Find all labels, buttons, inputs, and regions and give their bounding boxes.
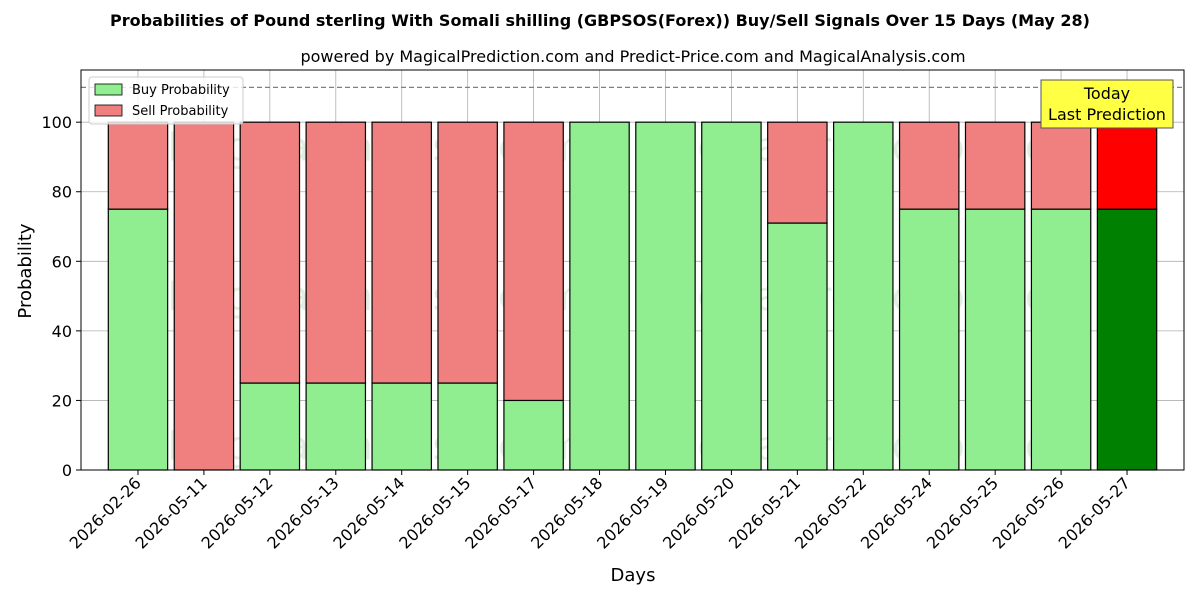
legend-label-buy: Buy Probability <box>132 83 230 98</box>
bar-sell-2026-05-27 <box>1096 121 1158 210</box>
bar-buy-2026-05-21 <box>767 222 828 471</box>
x-axis-label: Days <box>611 565 656 586</box>
bar-buy-2026-05-15 <box>437 382 498 471</box>
today-annotation-line1: Today <box>1083 84 1130 103</box>
bar-sell-2026-05-13 <box>305 121 367 384</box>
bar-sell-2026-05-15 <box>437 121 498 384</box>
plot-area: MagicalAnalysis.comMagicalPrediction.com… <box>41 69 1185 553</box>
today-annotation-line2: Last Prediction <box>1048 105 1166 124</box>
chart-subtitle: powered by MagicalPrediction.com and Pre… <box>300 47 965 66</box>
bar-sell-2026-05-17 <box>503 121 564 402</box>
legend-box <box>88 76 244 125</box>
bar-buy-2026-05-22 <box>833 121 894 471</box>
legend-swatch-buy <box>94 83 123 96</box>
bar-buy-2026-05-20 <box>701 121 762 471</box>
legend: Buy Probability Sell Probability <box>88 76 244 125</box>
bar-buy-2026-05-14 <box>371 382 432 471</box>
bar-buy-2026-05-26 <box>1030 208 1092 471</box>
today-annotation: Today Last Prediction <box>1040 79 1174 129</box>
axes-frame <box>80 69 1185 471</box>
bar-buy-2026-02-26 <box>107 208 169 471</box>
y-tick-label: 100 <box>41 113 72 132</box>
bar-buy-2026-05-19 <box>635 121 696 471</box>
bar-sell-2026-05-24 <box>898 121 960 210</box>
bar-sell-2026-02-26 <box>107 121 169 210</box>
bar-buy-2026-05-27 <box>1096 208 1158 471</box>
legend-swatch-sell <box>94 104 123 117</box>
today-annotation-box <box>1040 79 1174 129</box>
y-axis-label: Probability <box>15 223 36 318</box>
chart-title: Probabilities of Pound sterling With Som… <box>110 11 1090 30</box>
y-tick-label: 60 <box>52 252 72 271</box>
y-tick-label: 80 <box>52 183 72 202</box>
bar-sell-2026-05-21 <box>767 121 828 224</box>
x-tick-label: 2026-05-27 <box>1055 473 1134 552</box>
bar-buy-2026-05-18 <box>569 121 630 471</box>
y-tick-label: 40 <box>52 322 72 341</box>
bar-sell-2026-05-14 <box>371 121 432 384</box>
bar-buy-2026-05-17 <box>503 399 564 471</box>
bar-sell-2026-05-12 <box>239 121 301 384</box>
y-tick-label: 0 <box>62 461 72 480</box>
bar-buy-2026-05-13 <box>305 382 367 471</box>
legend-label-sell: Sell Probability <box>132 104 229 119</box>
bar-sell-2026-05-11 <box>173 121 235 471</box>
bar-buy-2026-05-25 <box>964 208 1026 471</box>
y-tick-label: 20 <box>52 391 72 410</box>
bar-sell-2026-05-25 <box>964 121 1026 210</box>
bar-buy-2026-05-12 <box>239 382 301 471</box>
bar-buy-2026-05-24 <box>898 208 960 471</box>
bar-sell-2026-05-26 <box>1030 121 1092 210</box>
